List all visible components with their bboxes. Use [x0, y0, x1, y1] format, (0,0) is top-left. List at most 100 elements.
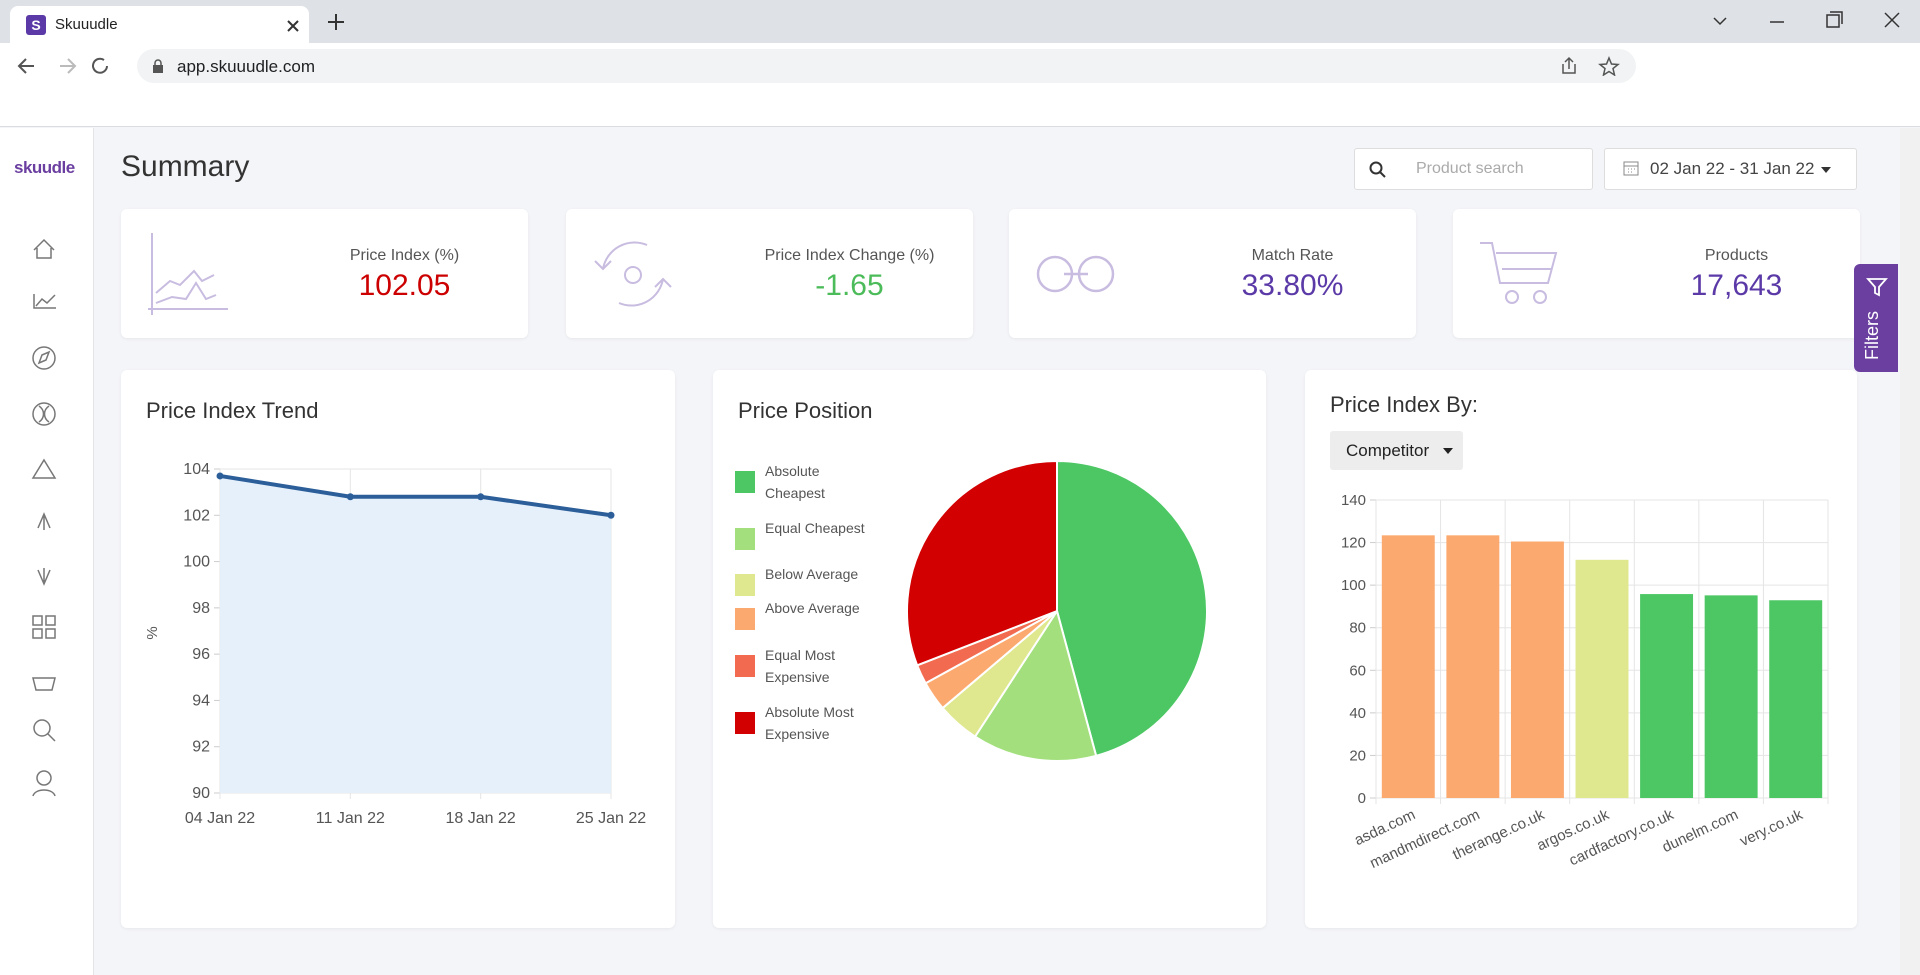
kpi-icon [148, 233, 228, 315]
nav-buttons[interactable] [14, 54, 114, 78]
logo[interactable]: skuudle [14, 158, 75, 177]
chart-card: Price Index Trend 90 92 94 96 98 100 102 104 04 … [121, 370, 675, 928]
y-tick-label: 80 [1349, 620, 1366, 637]
kpi-value: 33.80% [1241, 269, 1344, 302]
y-tick-label: 40 [1349, 705, 1366, 722]
x-tick-label: 04 Jan 22 [185, 810, 255, 827]
y-tick-label: 98 [192, 600, 210, 617]
address-bar: app.skuuudle.com [0, 43, 1920, 127]
legend-label: Equal Most Expensive [765, 647, 836, 685]
point [346, 493, 354, 501]
x-tick-label: 18 Jan 22 [446, 810, 516, 827]
line-chart: 90 92 94 96 98 100 102 104 04 Jan 22 11 Jan 22 18 … [144, 461, 646, 827]
tab-close[interactable] [286, 19, 300, 33]
kpi-label: Price Index Change (%) [764, 247, 935, 264]
legend-label: Equal Cheapest [765, 520, 865, 536]
tab-title: Skuuudle [55, 16, 118, 33]
bar [1381, 535, 1435, 798]
bar [1575, 559, 1629, 798]
product-search[interactable]: Product search [1354, 148, 1593, 190]
line [219, 473, 612, 518]
filter-icon [1866, 278, 1888, 297]
search-placeholder: Product search [1416, 160, 1524, 177]
legend-swatch [735, 574, 755, 596]
new-tab[interactable] [326, 12, 346, 32]
kpi-icon [594, 241, 672, 307]
date-range-picker[interactable]: 02 Jan 22 - 31 Jan 22 [1604, 148, 1857, 190]
kpi-card: Price Index (%) 102.05 [121, 209, 528, 338]
caret [1443, 448, 1453, 454]
point [216, 472, 224, 480]
legend-swatch [735, 712, 755, 734]
url-field[interactable]: app.skuuudle.com [137, 49, 1636, 83]
y-tick-label: 60 [1349, 662, 1366, 679]
chart-title: Price Position [738, 398, 873, 423]
y-tick-label: 120 [1341, 535, 1366, 552]
legend-label: Above Average [765, 600, 860, 616]
page-title: Summary [121, 150, 250, 183]
chart-title: Price Index By: [1330, 392, 1478, 417]
legend-label: Absolute Most Expensive [765, 704, 854, 742]
sidebar: skuudle [0, 128, 94, 975]
chart-title: Price Index Trend [146, 398, 319, 423]
kpi-value: 17,643 [1690, 269, 1783, 302]
y-tick-label: 94 [192, 692, 210, 709]
sidebar-icons[interactable] [30, 228, 66, 948]
y-axis-label: % [144, 626, 161, 639]
y-tick-label: 20 [1349, 747, 1366, 764]
bar-chart: 020406080100120140asda.commandmdirect.co… [1341, 492, 1829, 872]
point [607, 511, 615, 519]
kpi-card: Price Index Change (%) -1.65 [566, 209, 973, 338]
area [220, 475, 611, 793]
pie-slice [906, 459, 1058, 667]
window-controls[interactable] [1710, 10, 1910, 34]
lock-icon [153, 59, 163, 73]
kpi-label: Price Index (%) [349, 247, 460, 264]
kpi-value: 102.05 [358, 269, 451, 302]
calendar-icon [1623, 161, 1639, 176]
bar [1704, 595, 1758, 798]
y-tick-label: 102 [183, 507, 210, 524]
bar [1446, 535, 1500, 798]
legend-swatch [735, 655, 755, 677]
x-tick-label: mandmdirect.com [1367, 806, 1482, 872]
chart-card: Price Position Absolute Cheapest Equal Ch… [713, 370, 1266, 928]
kpi-card: Match Rate 33.80% [1009, 209, 1416, 338]
url-text: app.skuuudle.com [177, 57, 315, 76]
dropdown[interactable]: Competitor [1330, 431, 1463, 470]
kpi-value: -1.65 [815, 269, 884, 302]
kpi-card: Products 17,643 [1453, 209, 1860, 338]
pie-slice [973, 608, 1098, 762]
y-tick-label: 96 [192, 646, 210, 663]
y-tick-label: 92 [192, 739, 210, 756]
date-range: 02 Jan 22 - 31 Jan 22 [1650, 159, 1815, 178]
y-tick-label: 104 [183, 461, 210, 478]
y-tick-label: 100 [183, 554, 210, 571]
legend-label: Below Average [765, 566, 859, 582]
x-tick-label: 25 Jan 22 [576, 810, 646, 827]
y-tick-label: 0 [1358, 790, 1366, 807]
search-icon [1369, 161, 1386, 178]
pie-chart [906, 459, 1208, 762]
browser-tab[interactable]: S Skuuudle [10, 6, 309, 43]
legend-swatch [735, 471, 755, 493]
kpi-label: Match Rate [1251, 247, 1334, 264]
bar [1510, 541, 1564, 798]
scrollbar[interactable] [1900, 128, 1920, 975]
kpi-icon [1036, 255, 1115, 293]
filters-label: Filters [1862, 311, 1882, 360]
url-actions[interactable] [1559, 56, 1629, 76]
chart-card: Price Index By: Competitor 0 20 40 60 80 100 1… [1305, 370, 1857, 928]
x-tick-label: very.co.uk [1737, 806, 1806, 850]
point [477, 493, 485, 501]
bar [1769, 600, 1823, 798]
bar [1640, 594, 1694, 798]
caret [1821, 167, 1831, 173]
legend-swatch [735, 528, 755, 550]
favicon: S [26, 15, 46, 35]
y-tick-label: 90 [192, 785, 210, 802]
y-tick-label: 100 [1341, 577, 1366, 594]
legend-swatch [735, 608, 755, 630]
filters-tab[interactable]: Filters [1854, 264, 1898, 372]
